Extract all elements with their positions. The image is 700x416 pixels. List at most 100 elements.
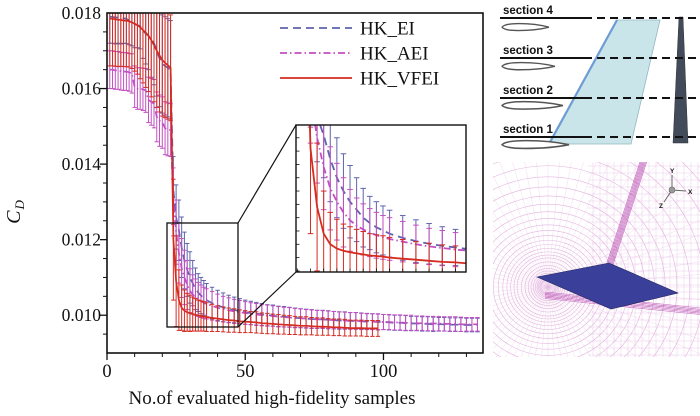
section-4-airfoil-icon	[501, 22, 550, 32]
mesh-spoke	[547, 162, 584, 288]
mesh-spoke	[547, 162, 660, 288]
mesh-spoke	[547, 286, 700, 340]
wing-planform-panel: section 4 section 3 section 2 section 1	[500, 5, 700, 150]
mesh-spoke	[524, 162, 549, 288]
mesh-spoke	[547, 286, 592, 357]
x-tick-label: 50	[236, 362, 255, 382]
mesh-spoke	[547, 286, 583, 357]
y-axis-title: CD	[3, 200, 27, 224]
mesh-spoke	[547, 286, 637, 357]
x-tick-label: 0	[102, 362, 111, 382]
y-tick-label: 0.014	[62, 154, 102, 174]
mesh-spoke	[493, 286, 549, 340]
section-3-label: section 3	[503, 45, 553, 57]
series-line-HK_VFEI	[308, 125, 466, 265]
axis-tick-labels: 0 50 100 0.010 0.012 0.014 0.016 0.018	[62, 3, 398, 382]
mesh-spoke	[493, 196, 549, 288]
cfd-mesh-panel: Y X Z	[493, 162, 700, 357]
mesh-spoke	[547, 286, 623, 357]
mesh-wake-band	[604, 162, 642, 273]
mesh-spoke	[493, 282, 549, 288]
legend-label-hk-ei: HK_EI	[360, 19, 415, 40]
wing-leading-edge	[548, 19, 618, 145]
mesh-spoke	[493, 277, 549, 288]
mesh-spoke	[493, 286, 549, 307]
inset-zoom-plot	[295, 124, 467, 273]
mesh-spoke	[547, 166, 700, 288]
section-1-label: section 1	[503, 124, 553, 136]
y-tick-label: 0.012	[62, 230, 101, 250]
mesh-spoke	[547, 162, 560, 288]
mesh-spoke	[493, 286, 549, 292]
mesh-spoke	[520, 286, 549, 357]
data-series	[107, 13, 480, 337]
mesh-wake-band	[610, 162, 647, 273]
y-tick-label: 0.010	[62, 305, 102, 325]
legend-line-samples	[280, 27, 352, 79]
mesh-spoke	[493, 272, 549, 288]
mesh-spoke	[493, 243, 549, 288]
legend-label-hk-aei: HK_AEI	[360, 44, 429, 65]
wing-side-view	[672, 16, 689, 144]
x-axis-title: No.of evaluated high-fidelity samples	[128, 388, 415, 409]
inset-series	[307, 125, 466, 272]
mesh-spoke	[493, 286, 549, 302]
section-4-label: section 4	[503, 5, 553, 17]
mesh-spoke	[547, 286, 700, 355]
zoom-connector-top	[237, 124, 297, 224]
mesh-spoke	[493, 224, 549, 288]
wing-planform-shape	[548, 19, 661, 145]
mesh-spoke	[513, 286, 549, 357]
triad-x-label: X	[688, 189, 693, 196]
mesh-grid-lines	[493, 162, 700, 357]
chart-legend: HK_EI HK_AEI HK_VFEI	[280, 19, 439, 90]
axis-triad-icon: Y X Z	[659, 168, 693, 210]
zoom-source-box	[166, 222, 239, 328]
mesh-spoke	[547, 286, 655, 357]
series-line-HK_VFEI	[109, 17, 378, 330]
mesh-spoke	[547, 286, 562, 357]
y-tick-label: 0.018	[62, 3, 102, 23]
mesh-spoke	[547, 203, 700, 288]
mesh-spoke	[547, 162, 611, 288]
mesh-spoke	[493, 234, 549, 288]
section-2-airfoil-icon	[501, 100, 564, 110]
x-tick-label: 100	[370, 362, 398, 382]
mesh-wake-band	[609, 162, 646, 273]
mesh-spoke	[547, 286, 678, 357]
triad-origin	[668, 186, 676, 194]
mesh-spoke	[493, 286, 549, 297]
mesh-ring	[493, 176, 666, 357]
mesh-spoke	[541, 286, 549, 357]
mesh-spoke	[493, 267, 549, 288]
mesh-spoke	[547, 286, 576, 357]
mesh-wake-band	[607, 162, 644, 273]
mesh-spoke	[493, 175, 549, 288]
series-HK_VFEI	[107, 13, 381, 337]
mesh-spoke	[547, 286, 555, 357]
mesh-spoke	[493, 256, 549, 288]
inset-frame	[295, 124, 467, 273]
y-tick-label: 0.016	[62, 79, 102, 99]
mesh-spoke	[512, 162, 549, 288]
mesh-spoke	[493, 286, 549, 312]
mesh-wake-band	[603, 162, 641, 273]
mesh-spoke	[547, 162, 642, 288]
mesh-spoke	[493, 262, 549, 288]
mesh-spoke	[547, 286, 569, 357]
mesh-spoke	[493, 250, 549, 288]
triad-z-label: Z	[659, 203, 663, 210]
mesh-spoke	[547, 286, 611, 357]
mesh-spoke	[504, 286, 549, 357]
mesh-spoke	[493, 286, 549, 324]
mesh-spoke	[493, 286, 549, 350]
wing-surface-mesh	[535, 262, 679, 310]
mesh-spoke	[527, 286, 549, 357]
section-2-label: section 2	[503, 85, 553, 97]
mesh-spoke	[493, 286, 549, 318]
mesh-spoke	[547, 286, 601, 357]
convergence-chart: 0 50 100 0.010 0.012 0.014 0.016 0.018 No.of ev…	[3, 3, 484, 409]
triad-y-label: Y	[670, 168, 675, 175]
mesh-wake-band	[608, 162, 645, 273]
